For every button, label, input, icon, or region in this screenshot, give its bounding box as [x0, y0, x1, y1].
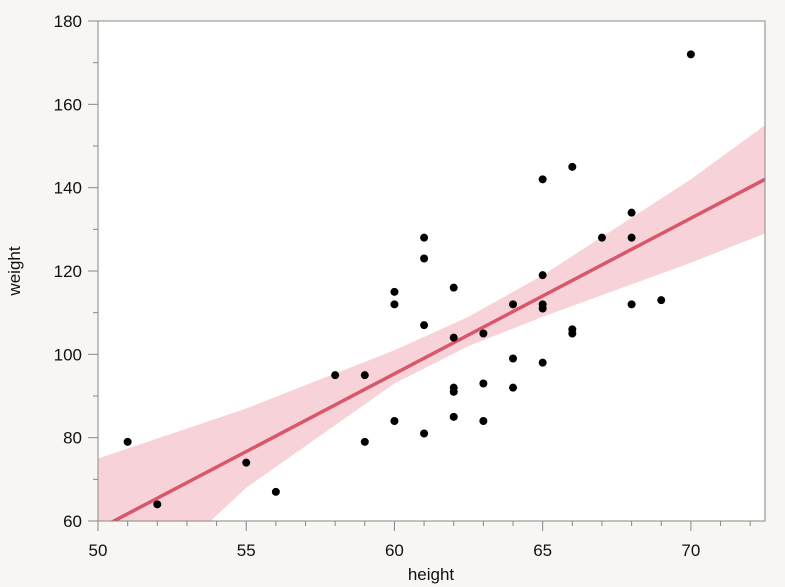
confidence-band [98, 125, 765, 521]
data-point [449, 387, 458, 396]
data-point [479, 329, 488, 338]
data-point [538, 175, 547, 184]
y-tick-label: 60 [63, 512, 82, 531]
data-point [420, 254, 429, 263]
data-point [360, 371, 369, 380]
y-tick-label: 80 [63, 429, 82, 448]
y-tick-label: 160 [54, 95, 82, 114]
data-point [153, 500, 162, 509]
data-point [686, 50, 695, 59]
data-point [509, 354, 518, 363]
x-tick-label: 60 [385, 541, 404, 560]
data-point [538, 358, 547, 367]
x-axis-title: height [408, 565, 455, 584]
regression-line [110, 177, 765, 521]
data-points [123, 50, 695, 509]
data-point [449, 333, 458, 342]
data-point [568, 329, 577, 338]
y-tick-label: 180 [54, 12, 82, 31]
data-point [390, 287, 399, 296]
data-point [360, 437, 369, 446]
y-tick-label: 140 [54, 179, 82, 198]
data-point [123, 437, 132, 446]
data-point [479, 417, 488, 425]
data-point [538, 304, 547, 313]
y-axis: 60 80 100 120 140 160 180 [54, 12, 98, 531]
data-point [449, 283, 458, 292]
data-point [271, 487, 280, 496]
x-axis: 50 55 60 65 70 [89, 521, 751, 560]
x-tick-label: 50 [89, 541, 108, 560]
y-tick-label: 100 [54, 345, 82, 364]
data-point [390, 417, 399, 425]
data-point [509, 383, 518, 392]
y-axis-title: weight [5, 246, 24, 296]
data-point [420, 429, 429, 438]
data-point [568, 162, 577, 171]
data-point [627, 233, 636, 242]
data-point [627, 208, 636, 217]
data-point [420, 321, 429, 330]
x-tick-label: 55 [237, 541, 256, 560]
data-point [390, 300, 399, 309]
data-point [627, 300, 636, 309]
data-point [242, 458, 251, 467]
data-point [538, 271, 547, 280]
data-point [479, 379, 488, 388]
data-point [657, 296, 666, 305]
data-point [509, 300, 518, 309]
data-point [420, 233, 429, 242]
y-tick-label: 120 [54, 262, 82, 281]
x-tick-label: 70 [681, 541, 700, 560]
data-point [449, 412, 458, 421]
data-point [331, 371, 340, 380]
data-point [597, 233, 606, 242]
x-tick-label: 65 [533, 541, 552, 560]
